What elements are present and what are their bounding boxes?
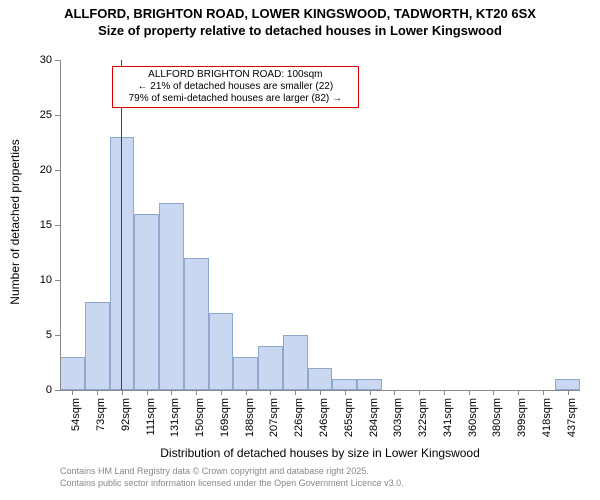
- xtick-mark: [469, 390, 470, 395]
- ytick-mark: [55, 280, 60, 281]
- histogram-bar: [555, 379, 580, 390]
- xtick-mark: [72, 390, 73, 395]
- xtick-mark: [295, 390, 296, 395]
- xtick-mark: [345, 390, 346, 395]
- annotation-line: ALLFORD BRIGHTON ROAD: 100sqm: [117, 69, 355, 81]
- property-marker-line: [121, 60, 122, 390]
- xtick-label: 150sqm: [194, 398, 206, 448]
- xtick-mark: [122, 390, 123, 395]
- ytick-label: 0: [0, 384, 52, 396]
- xtick-label: 265sqm: [343, 398, 355, 448]
- footnote-line: Contains public sector information licen…: [60, 478, 580, 490]
- ytick-mark: [55, 170, 60, 171]
- xtick-label: 188sqm: [244, 398, 256, 448]
- annotation-line: ← 21% of detached houses are smaller (22…: [117, 81, 355, 93]
- xtick-mark: [320, 390, 321, 395]
- chart-title-line2: Size of property relative to detached ho…: [0, 23, 600, 38]
- xtick-mark: [270, 390, 271, 395]
- ytick-mark: [55, 60, 60, 61]
- xtick-label: 303sqm: [392, 398, 404, 448]
- xtick-label: 131sqm: [169, 398, 181, 448]
- histogram-bar: [357, 379, 382, 390]
- ytick-mark: [55, 115, 60, 116]
- ytick-mark: [55, 335, 60, 336]
- annotation-line: 79% of semi-detached houses are larger (…: [117, 93, 355, 105]
- xtick-label: 226sqm: [293, 398, 305, 448]
- histogram-bar: [283, 335, 308, 390]
- xtick-mark: [419, 390, 420, 395]
- histogram-bar: [332, 379, 357, 390]
- xtick-mark: [394, 390, 395, 395]
- histogram-bar: [308, 368, 333, 390]
- xtick-label: 360sqm: [467, 398, 479, 448]
- xtick-mark: [196, 390, 197, 395]
- ytick-mark: [55, 390, 60, 391]
- xtick-label: 322sqm: [417, 398, 429, 448]
- footnote-line: Contains HM Land Registry data © Crown c…: [60, 466, 580, 478]
- xtick-mark: [246, 390, 247, 395]
- histogram-bar: [184, 258, 209, 390]
- footnote: Contains HM Land Registry data © Crown c…: [60, 466, 580, 489]
- xtick-mark: [568, 390, 569, 395]
- y-axis-line: [60, 60, 61, 390]
- xtick-label: 341sqm: [442, 398, 454, 448]
- xtick-label: 246sqm: [318, 398, 330, 448]
- xtick-label: 169sqm: [219, 398, 231, 448]
- property-size-histogram: ALLFORD, BRIGHTON ROAD, LOWER KINGSWOOD,…: [0, 0, 600, 500]
- xtick-label: 54sqm: [70, 398, 82, 448]
- xtick-mark: [543, 390, 544, 395]
- xtick-label: 111sqm: [145, 398, 157, 448]
- histogram-bar: [233, 357, 258, 390]
- xtick-label: 73sqm: [95, 398, 107, 448]
- xtick-mark: [221, 390, 222, 395]
- plot-area: ALLFORD BRIGHTON ROAD: 100sqm← 21% of de…: [60, 60, 580, 390]
- xtick-mark: [493, 390, 494, 395]
- xtick-label: 92sqm: [120, 398, 132, 448]
- xtick-mark: [518, 390, 519, 395]
- xtick-mark: [171, 390, 172, 395]
- xtick-label: 207sqm: [268, 398, 280, 448]
- y-axis-label: Number of detached properties: [8, 92, 22, 352]
- xtick-label: 418sqm: [541, 398, 553, 448]
- histogram-bar: [134, 214, 159, 390]
- xtick-mark: [97, 390, 98, 395]
- x-axis-label: Distribution of detached houses by size …: [60, 446, 580, 460]
- xtick-label: 399sqm: [516, 398, 528, 448]
- xtick-mark: [370, 390, 371, 395]
- histogram-bar: [85, 302, 110, 390]
- histogram-bar: [209, 313, 234, 390]
- histogram-bar: [258, 346, 283, 390]
- xtick-mark: [147, 390, 148, 395]
- histogram-bar: [110, 137, 135, 390]
- chart-title-line1: ALLFORD, BRIGHTON ROAD, LOWER KINGSWOOD,…: [0, 6, 600, 21]
- ytick-label: 30: [0, 54, 52, 66]
- xtick-label: 284sqm: [368, 398, 380, 448]
- xtick-label: 437sqm: [566, 398, 578, 448]
- xtick-label: 380sqm: [491, 398, 503, 448]
- histogram-bar: [60, 357, 85, 390]
- xtick-mark: [444, 390, 445, 395]
- ytick-mark: [55, 225, 60, 226]
- histogram-bar: [159, 203, 184, 390]
- annotation-box: ALLFORD BRIGHTON ROAD: 100sqm← 21% of de…: [112, 66, 360, 108]
